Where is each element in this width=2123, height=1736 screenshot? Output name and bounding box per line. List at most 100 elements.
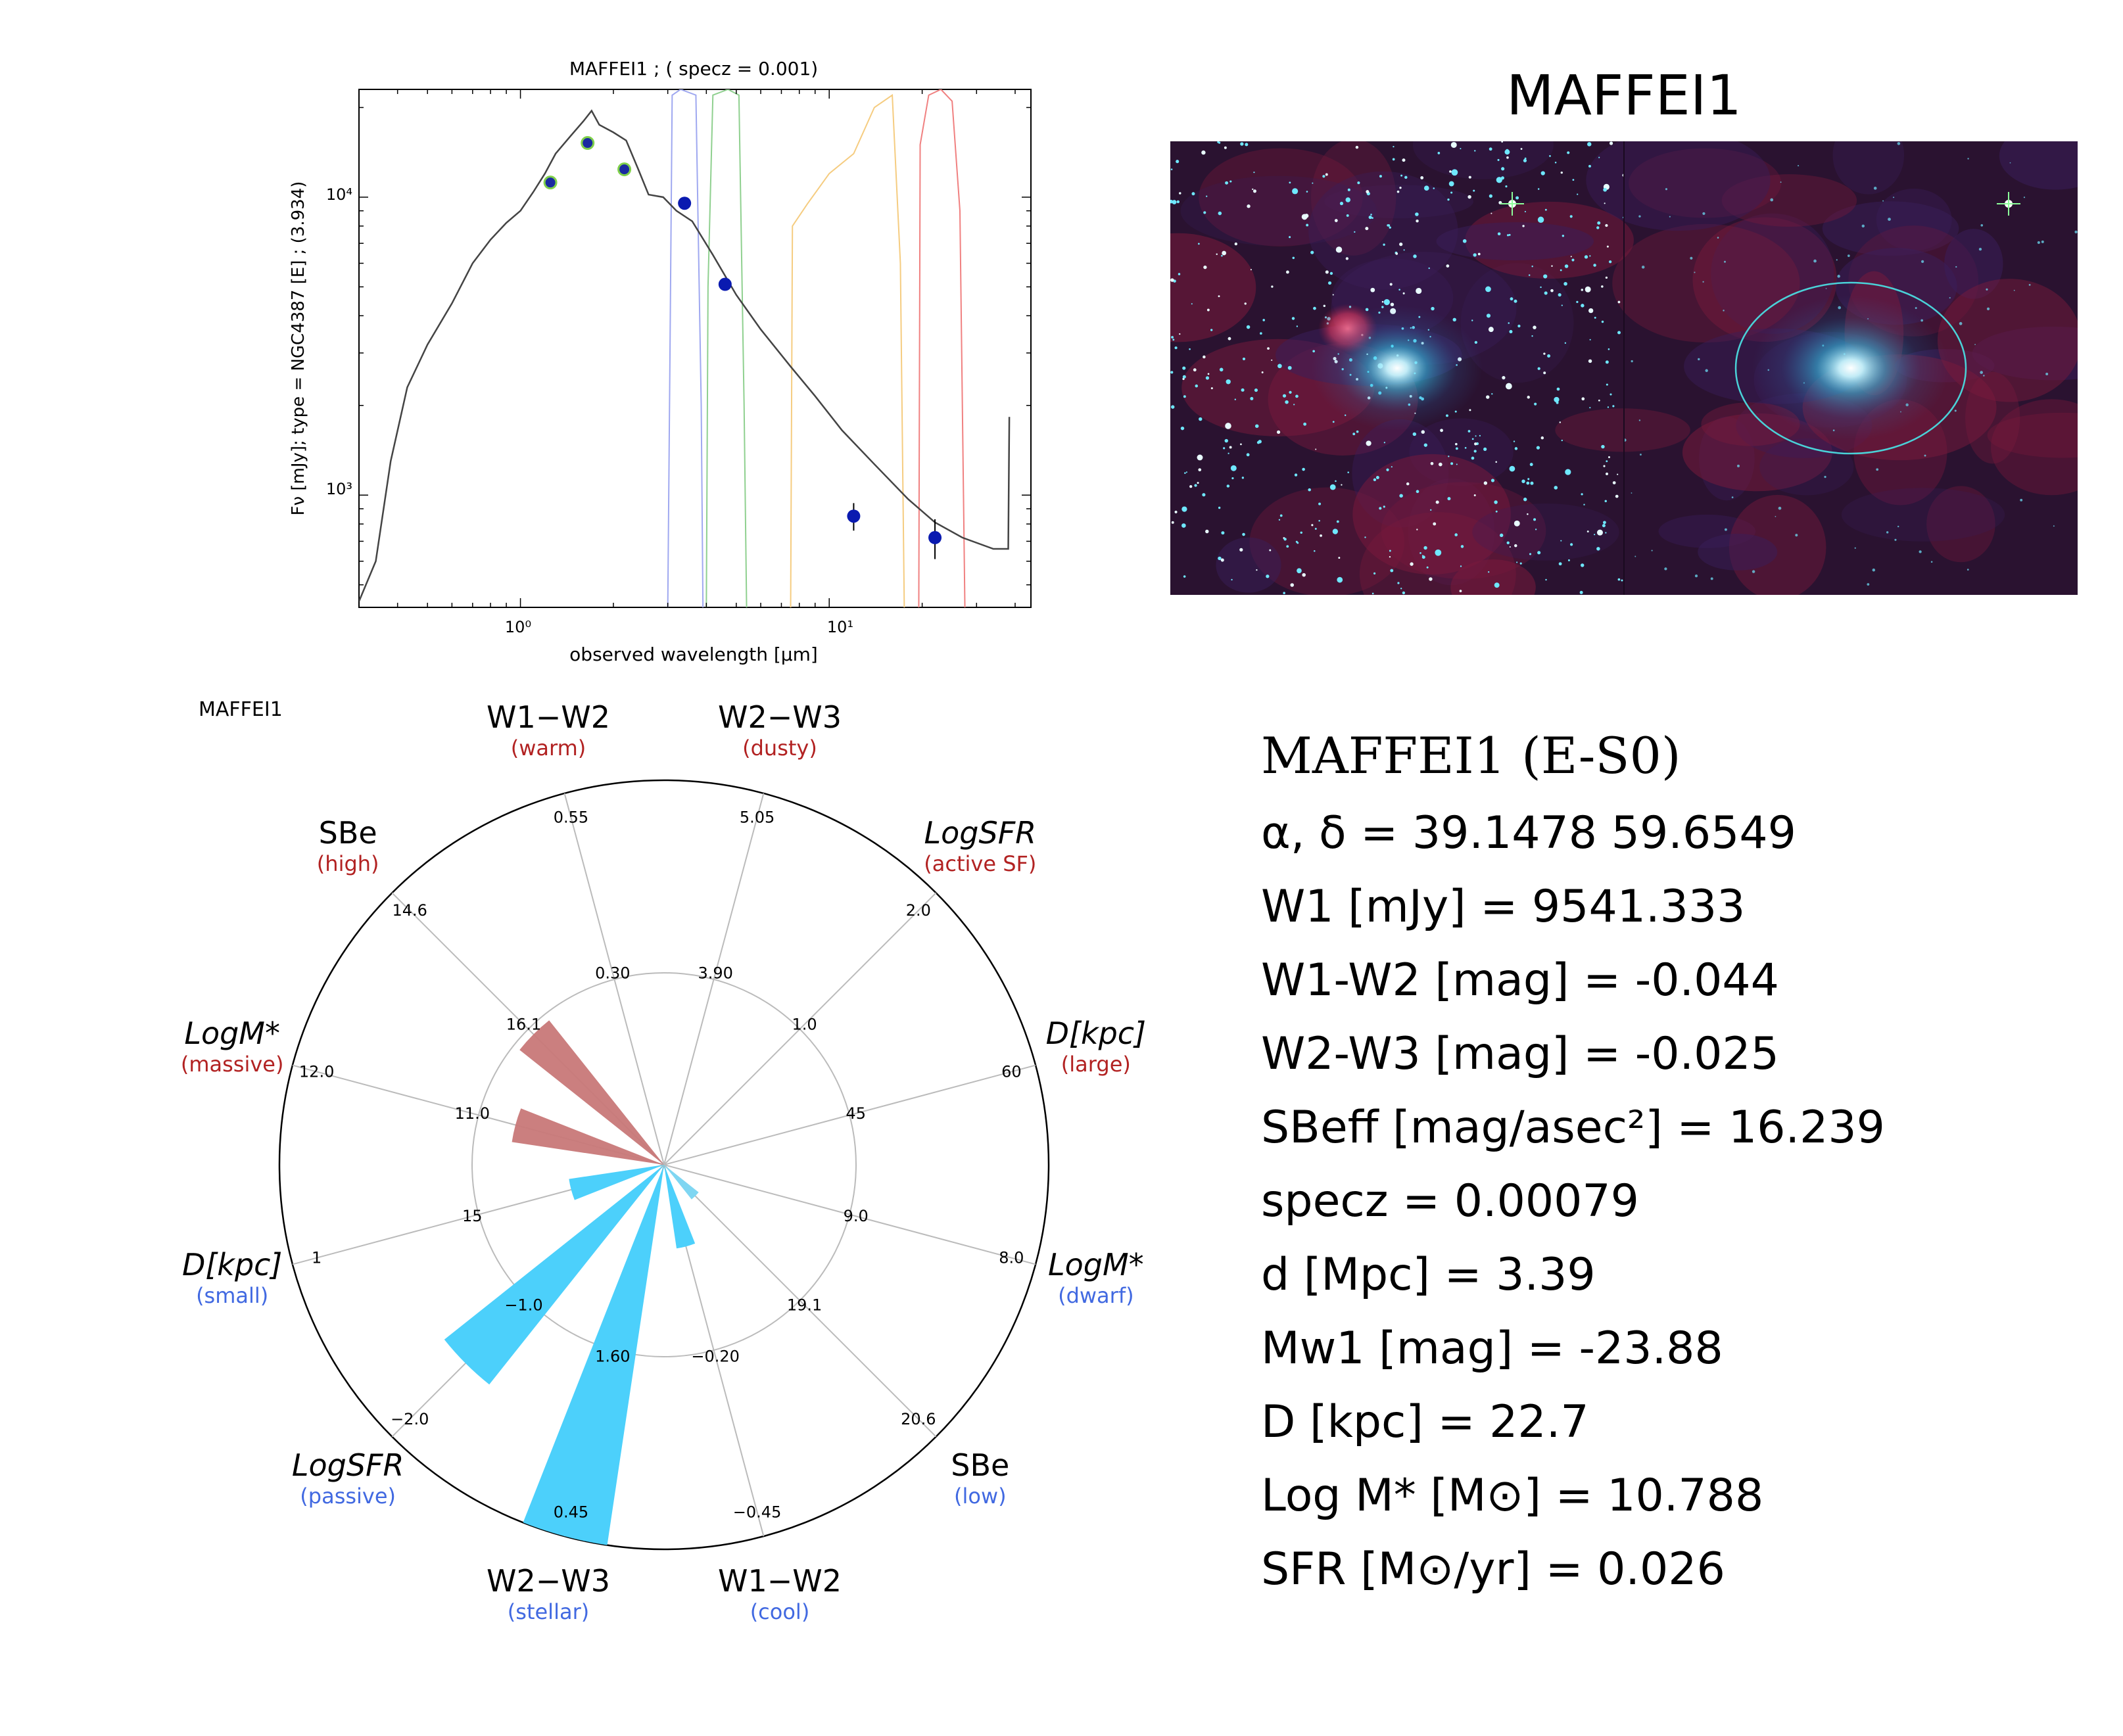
radar-spoke (663, 1064, 1036, 1165)
star (1399, 187, 1402, 189)
star (1554, 486, 1558, 490)
star (1563, 281, 1567, 286)
photometry-point-wise (928, 530, 942, 544)
star (1229, 180, 1232, 183)
star (1247, 204, 1251, 208)
star (1559, 421, 1562, 423)
star (1276, 430, 1281, 434)
radar-axis-sublabel: (stellar) (508, 1599, 589, 1624)
star (1454, 533, 1458, 536)
star (1416, 219, 1419, 223)
star (1185, 471, 1187, 473)
star (1598, 156, 1600, 158)
star (1234, 242, 1237, 246)
radar-outer-tick: 2.0 (906, 901, 931, 920)
star (1528, 274, 1531, 276)
star (1535, 528, 1537, 530)
star (1861, 224, 1865, 228)
star (1433, 522, 1437, 526)
star (1312, 182, 1314, 184)
star (1435, 549, 1442, 556)
radar-axis-label: W2−W3 (718, 699, 842, 735)
star (1523, 498, 1527, 502)
star (1533, 325, 1537, 329)
star (1778, 506, 1782, 510)
star (1399, 242, 1403, 246)
star (1292, 188, 1299, 195)
star (1467, 430, 1471, 433)
star (1244, 302, 1247, 305)
sed-axes (358, 89, 1031, 607)
star (1631, 360, 1633, 363)
radar-outer-tick: 0.55 (554, 809, 588, 827)
star (1508, 233, 1511, 236)
star (1473, 494, 1476, 496)
star (1448, 181, 1454, 187)
star (1191, 303, 1193, 305)
star (1571, 258, 1575, 262)
star (1526, 481, 1530, 485)
star (1241, 388, 1245, 392)
radar-axis-sublabel: (dusty) (742, 736, 817, 761)
star (1253, 172, 1255, 174)
star (1488, 571, 1490, 573)
star (1357, 181, 1360, 185)
star (1551, 265, 1553, 268)
star (1608, 456, 1610, 458)
star (2053, 525, 2055, 527)
dust-patch (1308, 171, 1458, 290)
star (1381, 300, 1384, 303)
dust-patch (1832, 141, 1905, 195)
star (1430, 461, 1434, 465)
star (1562, 235, 1565, 237)
star (1882, 200, 1884, 202)
star (1370, 214, 1372, 216)
radar-inner-tick: 1.0 (792, 1015, 817, 1033)
star (1438, 462, 1443, 467)
star (1302, 573, 1306, 577)
star (1300, 531, 1302, 534)
star (1505, 185, 1508, 188)
star (1500, 176, 1504, 180)
star (1368, 216, 1372, 220)
star (1170, 168, 1173, 170)
radar-wedge (523, 1165, 664, 1545)
star (1554, 396, 1560, 403)
star (1605, 360, 1609, 364)
star (1420, 176, 1424, 179)
star (1311, 524, 1314, 527)
star (1537, 216, 1544, 223)
star (1608, 260, 1612, 264)
star (1594, 316, 1596, 319)
sed-x-axis-label: observed wavelength [μm] (569, 644, 818, 665)
star (1837, 275, 1840, 278)
dust-patch (1658, 514, 1756, 548)
star (1224, 146, 1227, 149)
radar-wedge (444, 1165, 664, 1385)
star (1345, 197, 1350, 202)
star (1567, 151, 1570, 154)
star (1334, 219, 1338, 222)
star (1533, 518, 1537, 521)
star (1897, 525, 1899, 528)
radar-spoke (663, 1164, 937, 1438)
star (1608, 348, 1610, 350)
info-stellar-mass: Log M* [M⊙] = 10.788 (1261, 1470, 1764, 1522)
star (2009, 162, 2011, 164)
star (1286, 545, 1289, 548)
star (1604, 202, 1606, 204)
star (1354, 231, 1356, 233)
star (1416, 287, 1422, 294)
star (1479, 434, 1481, 436)
star (1690, 256, 1693, 260)
star (1588, 359, 1592, 364)
star (1469, 409, 1471, 411)
dust-patch (1721, 174, 1857, 227)
radar-axis-sublabel: (dwarf) (1058, 1283, 1133, 1308)
star (1447, 198, 1450, 201)
star (1705, 369, 1708, 372)
dust-patch (1586, 141, 1771, 231)
star (1230, 465, 1237, 471)
info-surface-brightness: SBeff [mag/asec²] = 16.239 (1261, 1102, 1885, 1154)
star (1450, 191, 1453, 194)
